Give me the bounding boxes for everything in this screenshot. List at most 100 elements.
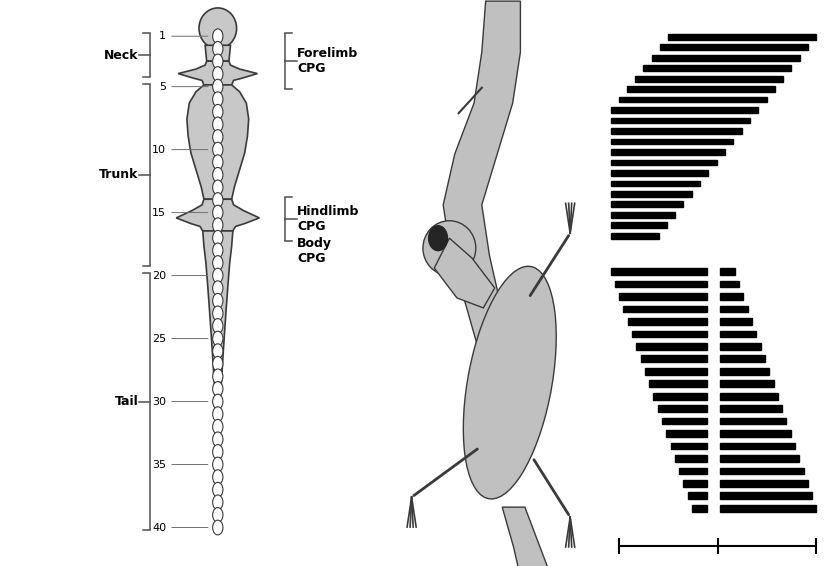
Polygon shape [434,238,495,308]
Circle shape [213,381,223,396]
Bar [653,393,707,400]
Bar [719,380,774,387]
Ellipse shape [464,266,556,499]
Bar [610,233,658,239]
Bar [719,318,752,325]
Bar [610,181,700,186]
Text: Neck: Neck [104,49,139,62]
Circle shape [213,407,223,422]
Bar [679,468,707,474]
Text: Trunk: Trunk [99,168,139,181]
Bar [610,222,667,228]
Bar [688,492,707,499]
Bar [719,480,808,487]
Bar [610,128,742,134]
Bar [692,505,707,512]
Text: 15: 15 [153,208,208,217]
Bar [719,418,786,424]
Text: 25: 25 [152,333,208,344]
Circle shape [213,419,223,434]
Text: 30: 30 [153,397,208,406]
Circle shape [213,432,223,447]
Bar [619,293,707,300]
Bar [610,170,709,175]
Polygon shape [203,231,233,532]
Bar [652,55,799,61]
Bar [658,405,707,412]
Bar [719,331,757,337]
Text: 1: 1 [159,31,208,41]
Circle shape [213,508,223,522]
Bar [610,160,717,165]
Bar [719,492,812,499]
Text: 20: 20 [152,271,208,281]
Bar [719,355,765,362]
Bar [660,44,808,50]
Circle shape [213,117,223,132]
Circle shape [213,482,223,497]
Circle shape [213,230,223,245]
Circle shape [213,180,223,195]
Circle shape [213,155,223,170]
Text: 40: 40 [152,522,208,533]
Circle shape [213,168,223,182]
Circle shape [213,457,223,472]
Bar [628,318,707,325]
Bar [610,212,675,218]
Circle shape [213,293,223,308]
Circle shape [213,394,223,409]
Bar [610,118,750,123]
Bar [719,306,747,312]
Polygon shape [177,199,259,231]
Bar [719,293,743,300]
Bar [644,65,791,71]
Circle shape [213,243,223,258]
Bar [627,86,775,92]
Circle shape [213,54,223,69]
Circle shape [213,444,223,459]
Bar [645,368,707,375]
Bar [668,34,817,40]
Polygon shape [187,85,248,199]
Bar [719,468,804,474]
Bar [619,97,766,102]
Bar [719,505,817,512]
Bar [662,418,707,424]
Text: 10: 10 [153,144,208,155]
Circle shape [213,306,223,321]
Bar [719,455,799,462]
Circle shape [213,192,223,207]
Text: 5: 5 [159,82,208,92]
Bar [610,191,692,197]
Circle shape [429,226,447,251]
Polygon shape [205,45,230,61]
Bar [610,139,733,144]
Bar [610,268,707,275]
Bar [719,405,782,412]
Polygon shape [443,1,521,419]
Circle shape [213,331,223,346]
Circle shape [213,92,223,106]
Bar [719,443,795,449]
Text: Forelimb
CPG: Forelimb CPG [297,48,358,75]
Circle shape [213,495,223,509]
Circle shape [213,268,223,283]
Bar [675,455,707,462]
Circle shape [213,520,223,535]
Circle shape [213,218,223,233]
Ellipse shape [423,221,476,276]
Bar [632,331,707,337]
Bar [719,268,735,275]
Circle shape [213,142,223,157]
Bar [719,281,739,288]
Circle shape [213,41,223,56]
Circle shape [213,281,223,295]
Circle shape [213,344,223,358]
Bar [610,108,758,113]
Circle shape [213,470,223,484]
Circle shape [213,369,223,384]
Ellipse shape [199,8,237,49]
Circle shape [213,67,223,82]
Bar [649,380,707,387]
Bar [624,306,707,312]
